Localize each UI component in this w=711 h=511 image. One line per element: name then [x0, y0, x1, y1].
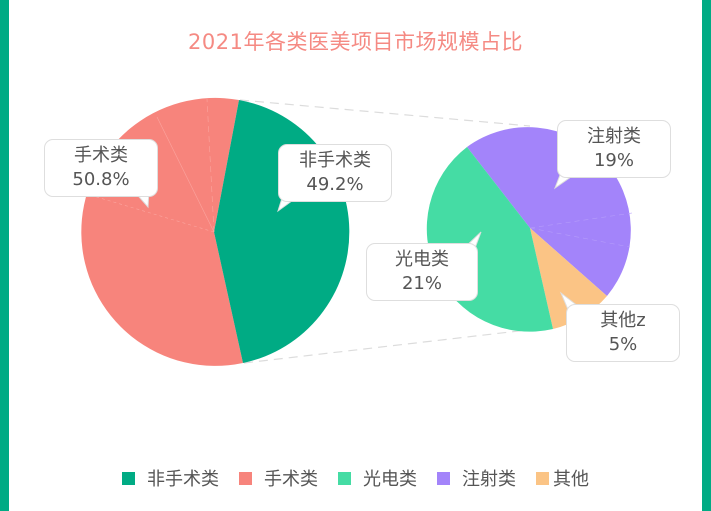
slice-divider	[156, 116, 215, 233]
legend-label: 注射类	[462, 469, 516, 490]
callout-other-name: 其他z	[600, 310, 646, 331]
legend-swatch-icon	[437, 471, 450, 485]
callout-other-value: 5%	[608, 334, 638, 355]
legend-label: 手术类	[264, 469, 318, 490]
callout-surgical: 手术类 50.8%	[44, 139, 158, 197]
callout-surgical-name: 手术类	[74, 145, 128, 166]
legend-label: 非手术类	[147, 469, 219, 490]
right-border	[702, 0, 711, 511]
callout-injection-name: 注射类	[587, 126, 641, 147]
legend-item-surgical[interactable]: 手术类	[239, 465, 318, 491]
left-border	[0, 0, 9, 511]
slice-divider	[529, 212, 633, 229]
chart-legend: 非手术类 手术类 光电类 注射类 其他	[0, 465, 711, 491]
chart-title: 2021年各类医美项目市场规模占比	[188, 30, 523, 54]
legend-swatch-icon	[338, 471, 351, 485]
pie-slice-non-surgical[interactable]	[214, 100, 350, 363]
pie-slice-other[interactable]	[530, 228, 607, 329]
callout-photoelectric: 光电类 21%	[366, 243, 478, 301]
callout-injection: 注射类 19%	[557, 120, 671, 178]
legend-item-other[interactable]: 其他	[536, 465, 589, 491]
callout-other: 其他z 5%	[566, 304, 680, 362]
slice-divider	[206, 98, 215, 233]
callout-non-surgical: 非手术类 49.2%	[278, 144, 392, 202]
callout-photoelectric-value: 21%	[401, 273, 442, 294]
callout-non-surgical-value: 49.2%	[306, 174, 364, 195]
legend-label: 光电类	[363, 469, 417, 490]
legend-item-non-surgical[interactable]: 非手术类	[122, 465, 219, 491]
legend-swatch-icon	[122, 471, 135, 485]
callout-injection-value: 19%	[593, 150, 634, 171]
legend-label: 其他	[553, 469, 589, 490]
legend-item-photoelectric[interactable]: 光电类	[338, 465, 417, 491]
legend-item-injection[interactable]: 注射类	[437, 465, 516, 491]
callout-photoelectric-name: 光电类	[395, 249, 449, 270]
callout-non-surgical-name: 非手术类	[299, 150, 371, 171]
legend-swatch-icon	[536, 471, 549, 485]
slice-divider	[529, 227, 631, 248]
callout-surgical-value: 50.8%	[72, 169, 130, 190]
legend-swatch-icon	[239, 471, 252, 485]
connector-line-bottom	[243, 329, 528, 364]
connector-line-top	[239, 99, 531, 127]
